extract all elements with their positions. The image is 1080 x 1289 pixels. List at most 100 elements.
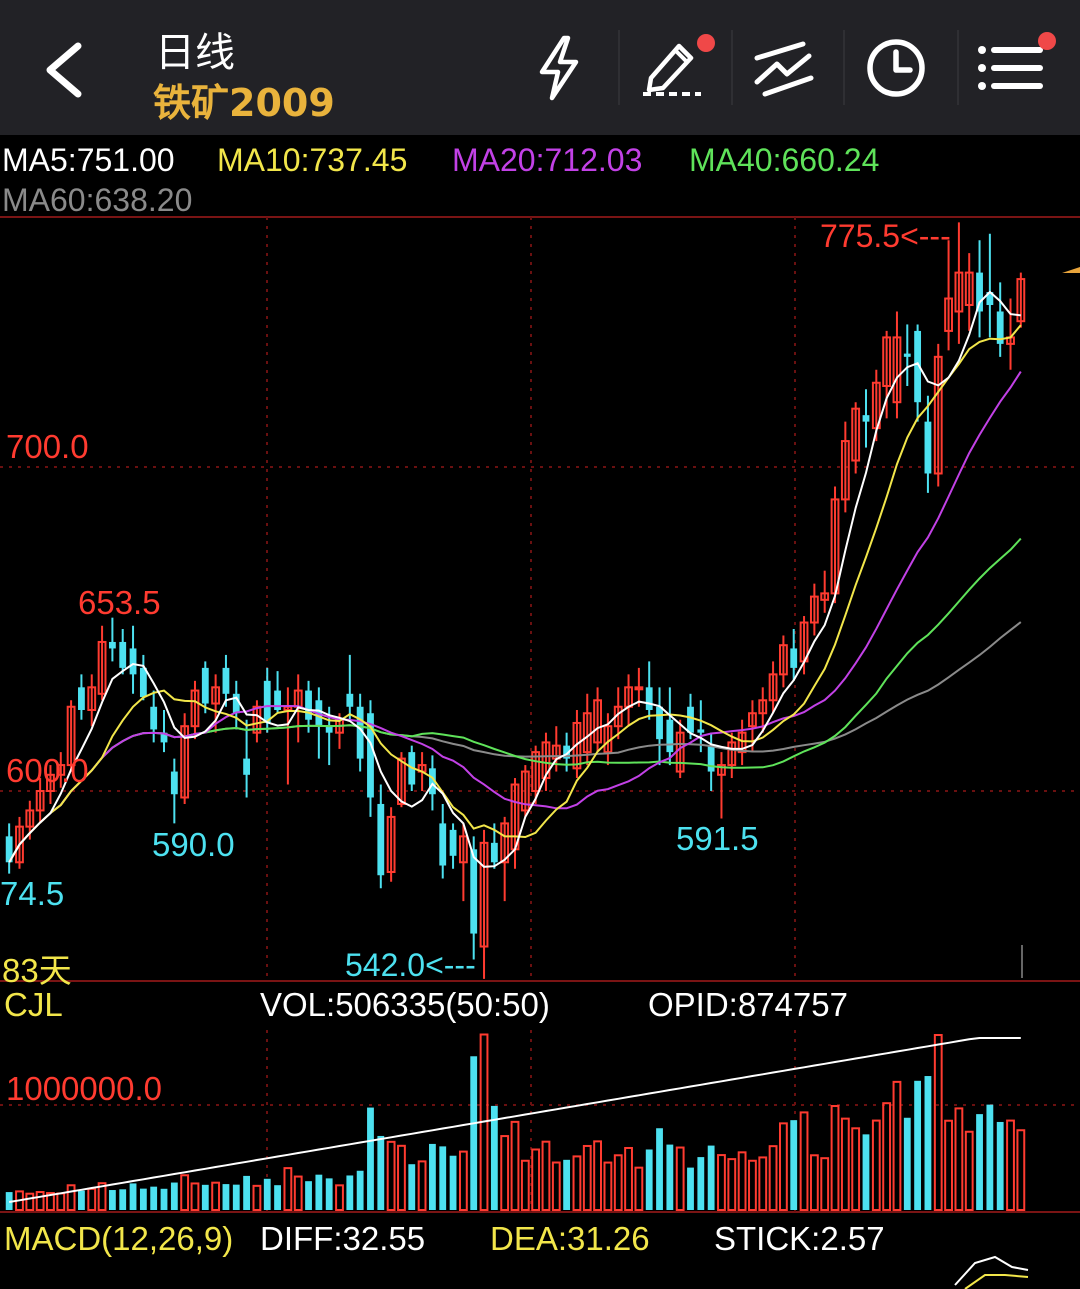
volume-bar-down bbox=[790, 1120, 798, 1210]
kline-chart[interactable] bbox=[0, 135, 1080, 1289]
candle-body-down bbox=[222, 667, 230, 694]
candle-body-down bbox=[201, 667, 209, 704]
toolbar-divider bbox=[957, 30, 959, 105]
candle-body-up bbox=[520, 770, 530, 812]
ma5-value: MA5:751.00 bbox=[2, 142, 175, 178]
candle-body-up bbox=[458, 835, 468, 864]
volume-bar-up bbox=[87, 1187, 97, 1211]
volume-bar-down bbox=[707, 1145, 715, 1210]
volume-bar-up bbox=[56, 1192, 66, 1212]
candle-body-down bbox=[129, 648, 137, 675]
volume-bar-up bbox=[809, 1154, 819, 1212]
candle-body-down bbox=[274, 690, 281, 710]
volume-bar-up bbox=[458, 1150, 468, 1211]
volume-bar-up bbox=[190, 1182, 200, 1211]
volume-bar-down bbox=[150, 1186, 158, 1210]
volume-bar-up bbox=[882, 1102, 892, 1212]
candle-body-down bbox=[924, 421, 932, 474]
volume-bar-down bbox=[139, 1188, 147, 1210]
candle-body-up bbox=[758, 699, 768, 715]
clock-icon[interactable] bbox=[856, 28, 936, 108]
volume-bar-up bbox=[851, 1127, 861, 1212]
candle-body-up bbox=[190, 689, 200, 728]
volume-bar-down bbox=[490, 1105, 498, 1210]
candle-body-down bbox=[697, 729, 705, 733]
candle-body-up bbox=[717, 764, 726, 776]
volume-bar-up bbox=[417, 1160, 427, 1211]
trend-lines-icon[interactable] bbox=[745, 28, 825, 108]
volume-bar-down bbox=[274, 1185, 281, 1210]
candle-body-up bbox=[727, 741, 737, 767]
volume-bar-down bbox=[119, 1189, 127, 1210]
trough-label-590: 590.0 bbox=[152, 826, 235, 863]
candle-body-down bbox=[687, 706, 694, 733]
volume-bar-up bbox=[758, 1156, 768, 1212]
candle-body-down bbox=[367, 713, 374, 798]
volume-bar-up bbox=[500, 1135, 510, 1212]
top-bar: 日线 铁矿2009 bbox=[0, 0, 1080, 135]
volume-bar-up bbox=[252, 1184, 262, 1212]
candle-body-down bbox=[325, 726, 333, 733]
volume-grid-label: 1000000.0 bbox=[6, 1070, 162, 1107]
notification-dot bbox=[1038, 32, 1056, 50]
volume-bar-up bbox=[97, 1182, 107, 1212]
candle-body-up bbox=[1016, 278, 1026, 323]
volume-bar-down bbox=[656, 1128, 663, 1210]
candle-body-up bbox=[35, 790, 45, 812]
candlestick-series bbox=[5, 222, 1026, 979]
pencil-draw-icon[interactable] bbox=[635, 28, 715, 108]
volume-value: VOL:506335(50:50) bbox=[260, 986, 550, 1023]
candle-body-down bbox=[5, 836, 13, 863]
menu-list-icon[interactable] bbox=[970, 28, 1056, 108]
volume-bar-down bbox=[367, 1107, 374, 1210]
ma40-value: MA40:660.24 bbox=[689, 142, 880, 178]
candle-body-up bbox=[56, 764, 66, 776]
volume-bar-up bbox=[582, 1144, 592, 1212]
volume-bar-up bbox=[335, 1184, 344, 1211]
back-arrow-icon[interactable] bbox=[30, 30, 100, 110]
candle-body-down bbox=[914, 330, 922, 403]
volume-bar-down bbox=[305, 1181, 312, 1210]
volume-bar-up bbox=[820, 1157, 830, 1212]
candle-body-down bbox=[903, 353, 911, 357]
volume-bars bbox=[5, 1033, 1026, 1212]
volume-bar-up bbox=[778, 1122, 788, 1211]
volume-bar-up bbox=[293, 1175, 303, 1211]
volume-bar-down bbox=[924, 1076, 932, 1210]
volume-bar-down bbox=[986, 1104, 994, 1210]
volume-bar-down bbox=[429, 1143, 436, 1210]
volume-bar-down bbox=[408, 1164, 416, 1210]
candle-body-up bbox=[809, 595, 819, 624]
volume-bar-up bbox=[510, 1120, 520, 1212]
volume-bar-down bbox=[108, 1190, 116, 1210]
volume-bar-down bbox=[325, 1178, 333, 1210]
candle-body-down bbox=[305, 690, 312, 720]
candle-body-up bbox=[500, 822, 510, 864]
candle-body-down bbox=[243, 758, 251, 775]
volume-bar-down bbox=[687, 1167, 694, 1210]
volume-bar-down bbox=[563, 1159, 571, 1210]
volume-bar-down bbox=[160, 1188, 168, 1210]
candle-body-down bbox=[160, 732, 168, 743]
candle-body-down bbox=[139, 667, 147, 698]
open-interest-line bbox=[9, 1037, 1021, 1203]
volume-bar-down bbox=[263, 1178, 271, 1210]
volume-bar-up bbox=[520, 1159, 530, 1211]
grid-label-600: 600.0 bbox=[6, 752, 89, 789]
volume-bar-up bbox=[748, 1159, 757, 1211]
macd-diff-line bbox=[954, 1255, 1029, 1286]
volume-indicator-name[interactable]: CJL bbox=[4, 986, 63, 1023]
volume-bar-up bbox=[944, 1119, 953, 1211]
peak-label: 653.5 bbox=[78, 584, 161, 621]
candle-body-up bbox=[634, 686, 644, 691]
lightning-icon[interactable] bbox=[520, 28, 600, 108]
candle-body-up bbox=[748, 712, 757, 728]
macd-indicator-name[interactable]: MACD(12,26,9) bbox=[4, 1220, 234, 1257]
candle-body-down bbox=[346, 693, 354, 707]
volume-bar-up bbox=[964, 1130, 974, 1212]
volume-bar-up bbox=[727, 1158, 737, 1211]
volume-bar-down bbox=[439, 1146, 447, 1210]
left-edge-low-label: 74.5 bbox=[0, 875, 65, 912]
volume-bar-up bbox=[830, 1105, 840, 1211]
volume-bar-up bbox=[66, 1184, 76, 1211]
